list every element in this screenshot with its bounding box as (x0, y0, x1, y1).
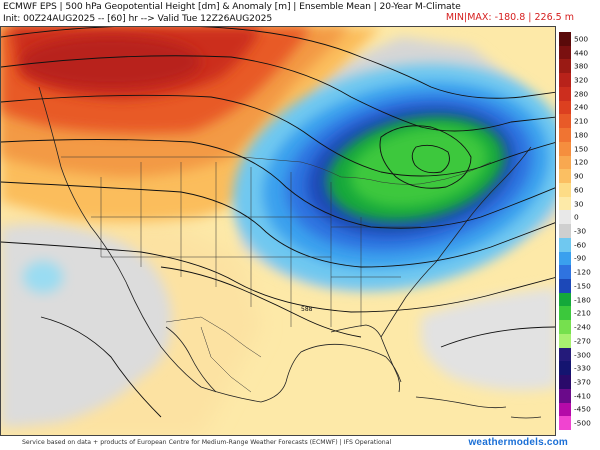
site-watermark: weathermodels.com (468, 437, 568, 448)
colorbar-label: -30 (574, 226, 587, 236)
colorbar-label: -150 (574, 281, 591, 291)
anomaly-colorbar: 500 440 380 320 280 240 210 180 150 120 90 60 30 0 -30… (557, 26, 600, 436)
coastlines (38, 86, 542, 419)
colorbar-label: -450 (574, 404, 591, 414)
colorbar-swatch (559, 182, 571, 198)
map-canvas: 588 (1, 27, 555, 435)
chart-footer: Service based on data + products of Euro… (0, 436, 600, 450)
anomaly-field (1, 27, 555, 435)
colorbar-swatch (559, 279, 571, 294)
colorbar-label: -240 (574, 322, 591, 332)
field-trough-core (350, 127, 488, 207)
colorbar-label: 90 (574, 171, 584, 181)
contour-label: 588 (301, 306, 313, 313)
colorbar-label: -90 (574, 253, 587, 263)
colorbar-swatch (559, 210, 571, 225)
colorbar-label: 280 (574, 89, 589, 99)
contour-atlantic (440, 326, 555, 348)
colorbar-swatch (559, 32, 571, 47)
colorbar-label: 0 (574, 212, 579, 222)
colorbar-swatch (559, 141, 571, 156)
contour-3 (1, 94, 555, 177)
colorbar-swatch (559, 73, 571, 88)
height-contours (1, 27, 555, 418)
contour-588 (160, 266, 362, 338)
colorbar-label: 150 (574, 143, 589, 153)
colorbar-label: 440 (574, 47, 589, 57)
west-coastline (38, 86, 202, 388)
colorbar-swatch (559, 347, 571, 362)
colorbar-label: -500 (574, 418, 591, 428)
init-valid-time: Init: 00Z24AUG2025 -- [60] hr --> Valid … (3, 12, 273, 24)
colorbar-swatch (559, 333, 571, 349)
colorbar-label: 320 (574, 75, 589, 85)
gulf-coastline (200, 343, 402, 403)
colorbar-swatch (559, 155, 571, 170)
colorbar-swatch (559, 169, 571, 184)
colorbar-label: -60 (574, 240, 587, 250)
colorbar-label: -330 (574, 363, 591, 373)
colorbar-swatch (559, 114, 571, 129)
contour-sw (40, 316, 162, 418)
colorbar-swatch (559, 59, 571, 74)
contour-1 (1, 27, 555, 99)
colorbar-label: 240 (574, 102, 589, 112)
colorbar-label: -180 (574, 294, 591, 304)
colorbar-swatch (559, 361, 571, 376)
colorbar-swatch (559, 388, 571, 404)
weather-map: 588 (0, 26, 556, 436)
colorbar-swatch (559, 375, 571, 390)
field-ridge-max (21, 36, 201, 88)
field-neutral-atlantic (421, 287, 555, 391)
colorbar-swatch (559, 265, 571, 280)
product-title: ECMWF EPS | 500 hPa Geopotential Height … (3, 1, 461, 12)
atlantic-coastline (380, 146, 532, 338)
colorbar-swatch (559, 292, 571, 307)
colorbar-label: -410 (574, 390, 591, 400)
colorbar-swatch (559, 320, 571, 335)
us-mexico-border (165, 316, 262, 358)
colorbar-label: -300 (574, 349, 591, 359)
colorbar-label: 120 (574, 157, 589, 167)
colorbar-swatch (559, 86, 571, 102)
colorbar-swatch (559, 224, 571, 239)
colorbar-swatch (559, 45, 571, 60)
colorbar-swatch (559, 237, 571, 253)
colorbar-label: -270 (574, 336, 591, 346)
colorbar-label: 210 (574, 116, 589, 126)
chart-header: ECMWF EPS | 500 hPa Geopotential Height … (0, 0, 600, 26)
hispaniola-outline (510, 416, 542, 419)
gulf-north-coast (330, 324, 382, 338)
colorbar-swatch (559, 416, 571, 431)
colorbar-label: -120 (574, 267, 591, 277)
field-small-low (23, 261, 63, 293)
contour-4 (1, 139, 555, 229)
colorbar-swatch (559, 306, 571, 321)
colorbar-label: 380 (574, 61, 589, 71)
colorbar-swatch (559, 128, 571, 143)
cuba-outline (415, 396, 507, 409)
us-canada-border (61, 156, 492, 185)
colorbar-label: 500 (574, 34, 589, 44)
colorbar-swatch (559, 100, 571, 115)
min-max-readout: MIN|MAX: -180.8 | 226.5 m (445, 12, 574, 23)
baja-coast (165, 326, 217, 393)
colorbar-label: 30 (574, 198, 584, 208)
florida-coast (380, 336, 400, 393)
contour-low-ring (379, 125, 472, 189)
colorbar-label: -210 (574, 308, 591, 318)
colorbar-swatch (559, 402, 571, 417)
contour-2 (1, 55, 555, 132)
contour-low-core (411, 144, 450, 174)
colorbar-swatch (559, 196, 571, 211)
mexico-state-line (200, 326, 252, 393)
colorbar-label: 180 (574, 130, 589, 140)
colorbar-label: -370 (574, 377, 591, 387)
contour-6 (1, 241, 555, 313)
contour-5 (1, 181, 555, 268)
colorbar-label: 60 (574, 185, 584, 195)
data-credit: Service based on data + products of Euro… (22, 439, 392, 446)
colorbar-swatch (559, 251, 571, 266)
